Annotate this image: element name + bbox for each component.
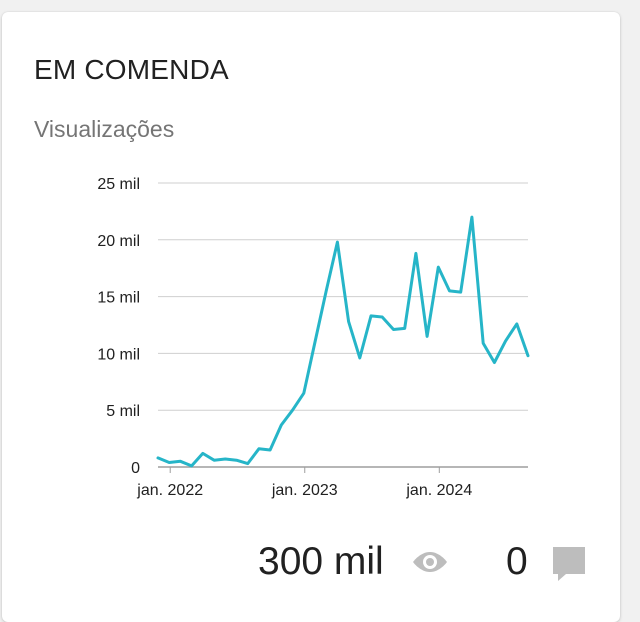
y-tick-label: 15 mil — [97, 290, 140, 307]
y-tick-label: 5 mil — [106, 403, 140, 420]
views-count: 300 mil — [258, 540, 384, 583]
x-tick-label: jan. 2024 — [405, 482, 472, 499]
comments-count: 0 — [506, 540, 528, 583]
stats-row: 300 mil 0 — [0, 540, 620, 590]
card-title: EM COMENDA — [34, 54, 229, 85]
y-tick-label: 10 mil — [97, 346, 140, 363]
views-series-line — [156, 215, 530, 468]
views-chart: 0 5 mil 10 mil 15 mil 20 mil 25 mil jan. 2022… — [97, 176, 530, 499]
y-tick-label: 25 mil — [97, 176, 140, 193]
x-tick-label: jan. 2023 — [271, 482, 338, 499]
content-card[interactable]: EM COMENDA Visualizações — [2, 12, 620, 622]
comment-icon — [553, 547, 585, 581]
x-tick-label: jan. 2022 — [136, 482, 203, 499]
eye-icon — [413, 552, 447, 572]
y-tick-label: 20 mil — [97, 233, 140, 250]
card-subtitle: Visualizações — [34, 116, 175, 142]
y-tick-label: 0 — [131, 460, 140, 477]
